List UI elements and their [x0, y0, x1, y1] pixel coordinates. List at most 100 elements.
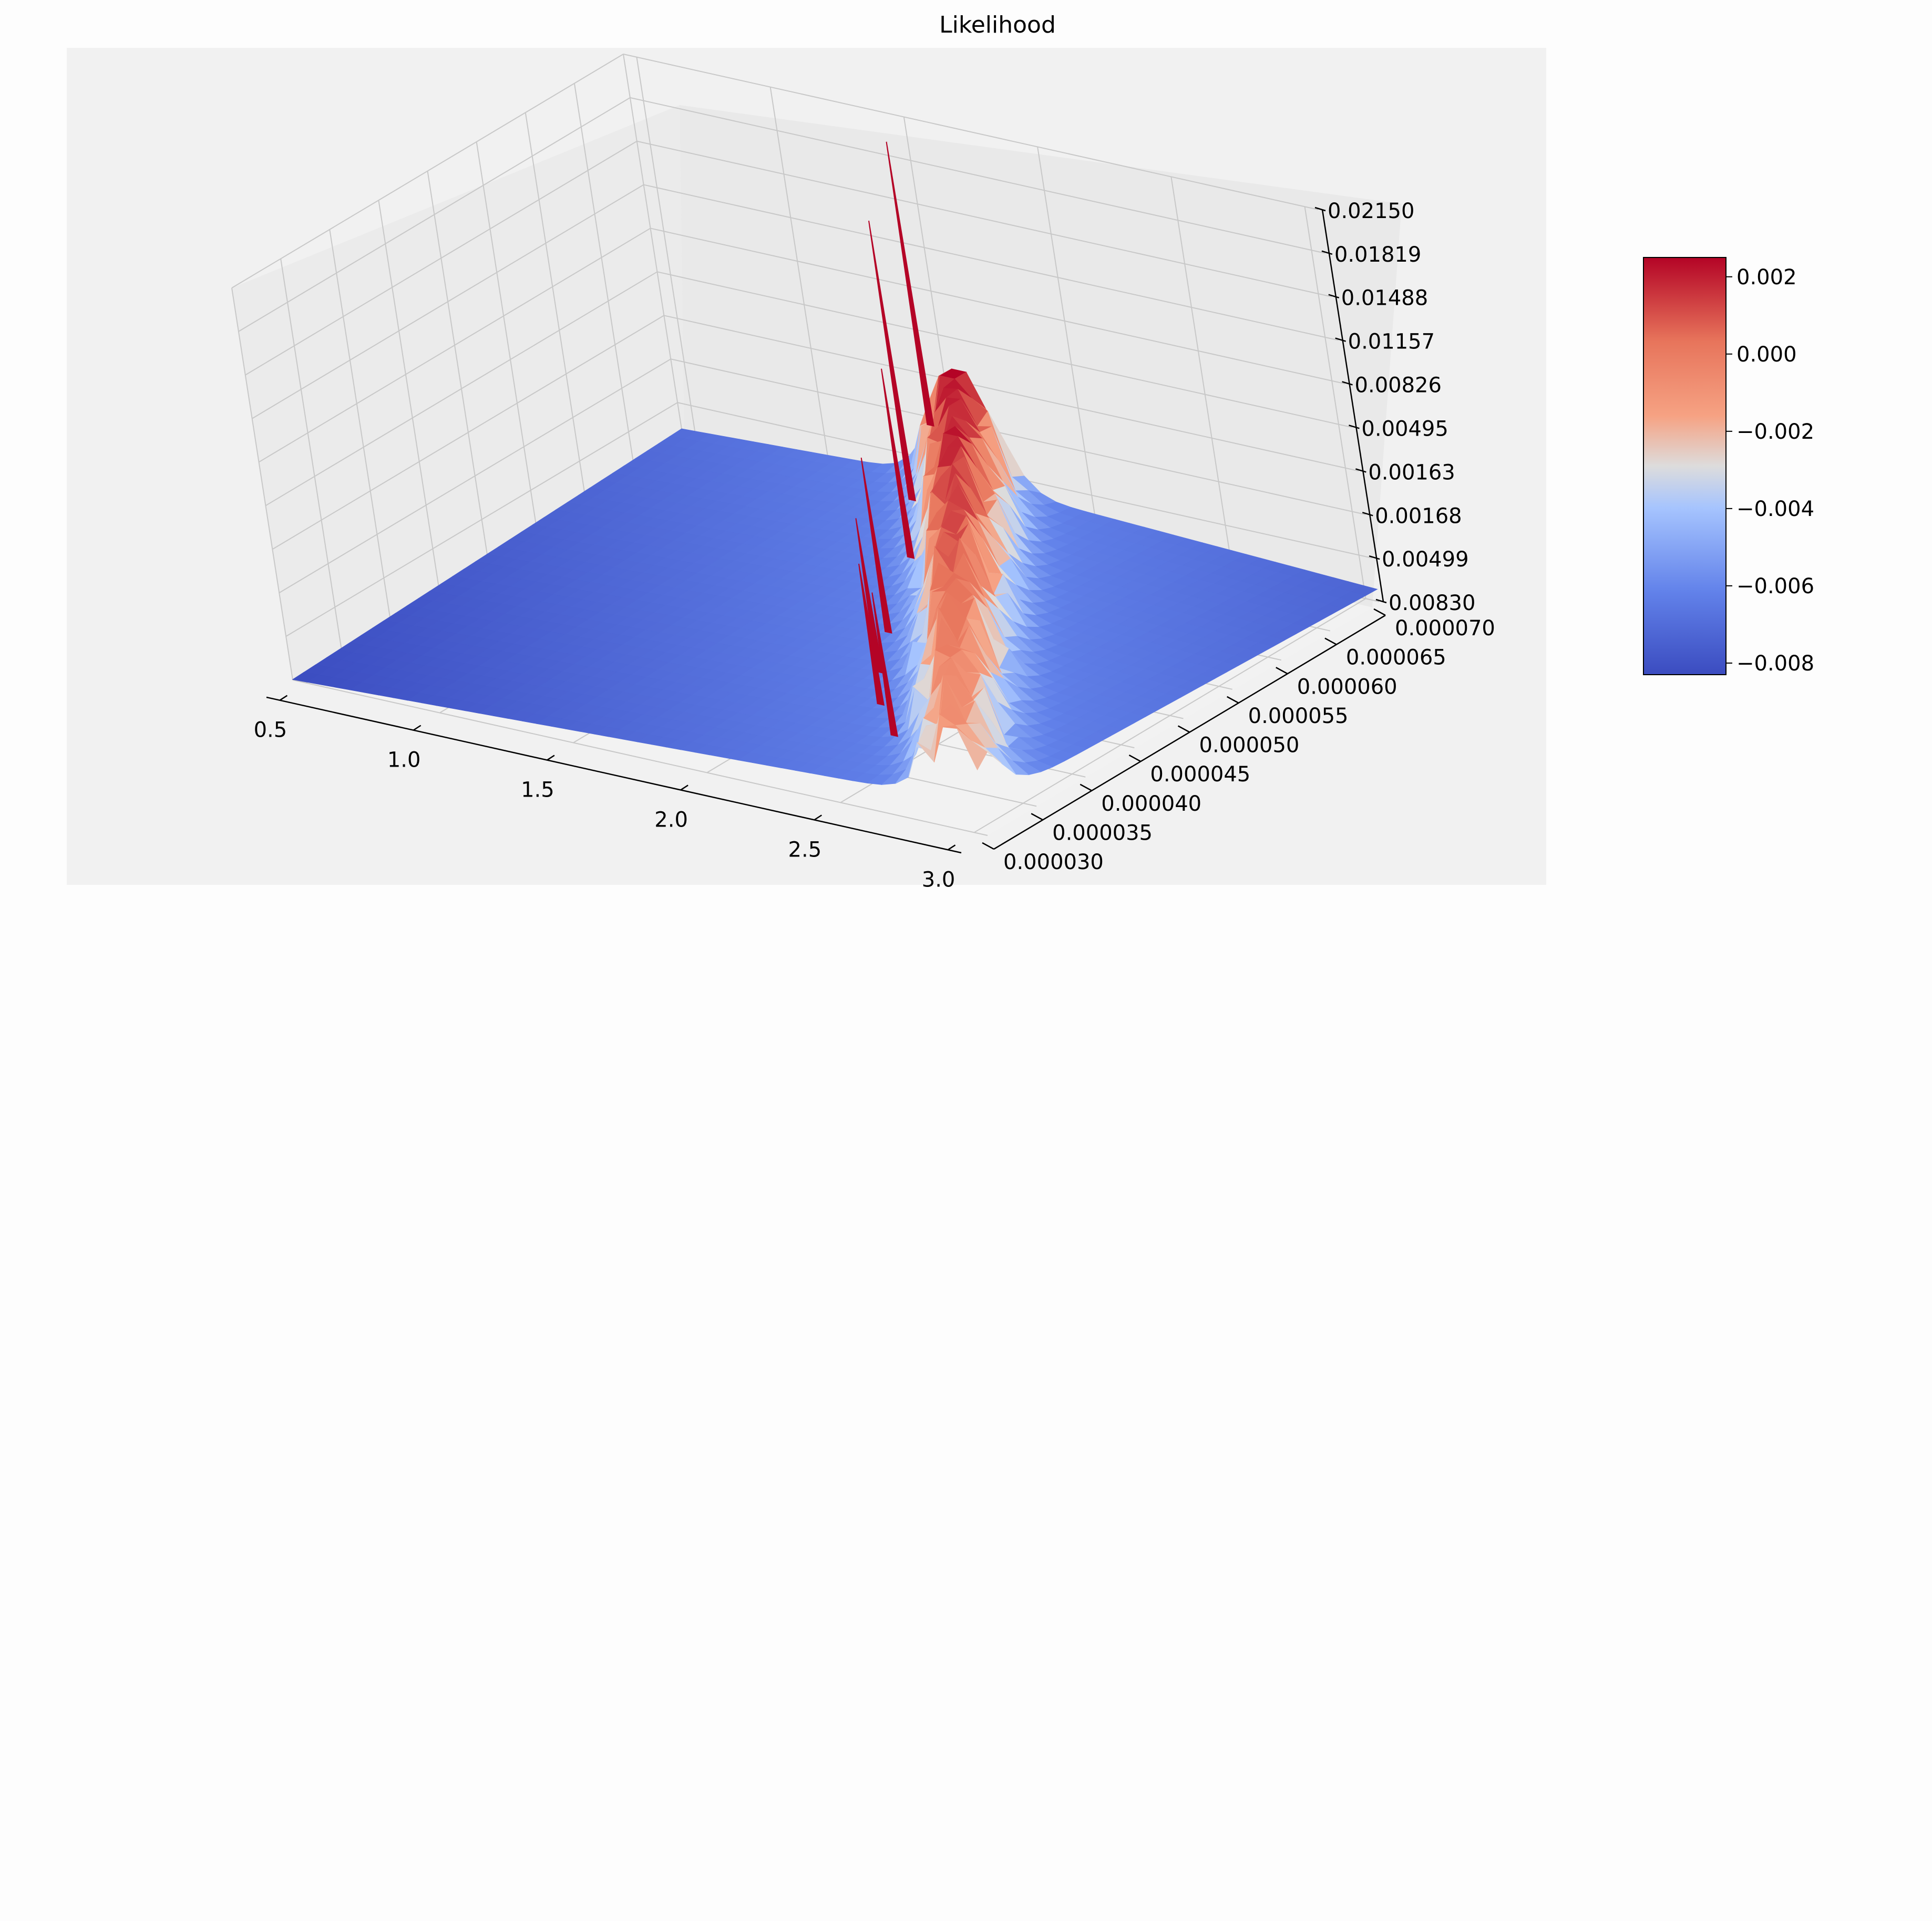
y-axis-tick — [1080, 783, 1092, 791]
grid-line-y-wall — [476, 141, 538, 534]
y-axis-tick — [1276, 667, 1288, 675]
grid-line-z-back — [630, 97, 1325, 254]
grid-line-z-left — [245, 140, 638, 376]
grid-line-y-floor — [292, 679, 988, 836]
y-tick-label: 0.000065 — [1346, 646, 1446, 670]
y-axis-tick — [1177, 725, 1190, 733]
grid-line-z-back — [671, 358, 1366, 515]
x-tick-label: 2.0 — [654, 808, 688, 832]
z-axis-tick — [1328, 294, 1340, 298]
chart-title: Likelihood — [939, 12, 1056, 38]
y-axis-tick — [1373, 608, 1386, 616]
grid-line-y-wall — [378, 200, 440, 593]
grid-line-y-wall — [573, 83, 636, 476]
grid-line-z-back — [657, 271, 1352, 428]
grid-line-y-wall — [427, 171, 489, 563]
grid-line-z-back — [664, 315, 1359, 472]
grid-line-y-wall — [623, 54, 685, 447]
z-axis-tick — [1362, 512, 1373, 517]
x-axis-line — [266, 696, 962, 854]
y-axis-tick — [982, 842, 994, 850]
surface-patch — [957, 728, 988, 771]
x-axis-tick — [814, 814, 823, 821]
z-tick-label: 0.02150 — [1328, 199, 1414, 223]
z-tick-label: 0.00495 — [1361, 417, 1448, 441]
y-tick-label: 0.000070 — [1395, 616, 1495, 641]
grid-line-z-back — [643, 184, 1339, 341]
left-pane — [232, 105, 684, 680]
grid-line-z-back — [623, 54, 1319, 210]
grid-line-y-wall — [231, 287, 293, 680]
x-axis-tick — [680, 784, 688, 791]
y-tick-label: 0.000050 — [1199, 734, 1300, 758]
colorbar-gradient — [1643, 257, 1727, 675]
z-axis-tick — [1321, 250, 1333, 255]
grid-line-y-wall — [280, 259, 343, 651]
z-tick-label: 0.00826 — [1355, 373, 1442, 397]
colorbar-ticks: 0.002 0.000 −0.002 −0.004 −0.006 −0.008 — [1726, 265, 1814, 676]
y-axis-tick — [1128, 755, 1141, 762]
y-tick-label: 0.000060 — [1297, 675, 1397, 699]
z-tick-label: 0.00168 — [1375, 504, 1462, 528]
z-axis-line — [1321, 209, 1384, 602]
z-axis-tick — [1342, 381, 1353, 386]
grid-line-y-wall — [329, 229, 392, 622]
y-tick-label: 0.000030 — [1003, 850, 1104, 874]
surface-spike — [868, 220, 916, 502]
z-axis-tick — [1349, 425, 1360, 429]
grid-line-z-left — [265, 271, 657, 507]
colorbar-tick-label: −0.008 — [1736, 652, 1814, 676]
surface-spike — [860, 457, 892, 634]
colorbar-tick-label: −0.002 — [1736, 420, 1814, 444]
z-tick-label: 0.01157 — [1348, 330, 1435, 354]
y-tick-label: 0.000055 — [1248, 704, 1349, 728]
x-axis-tick — [279, 695, 288, 701]
x-tick-label: 1.0 — [387, 748, 421, 772]
y-tick-label: 0.000040 — [1101, 792, 1201, 816]
grid-line-x-wall — [1170, 177, 1233, 569]
z-axis-tick — [1375, 598, 1387, 604]
colorbar-tick-label: −0.004 — [1736, 497, 1814, 521]
x-axis-tick — [547, 755, 555, 761]
x-tick-label: 1.5 — [521, 778, 554, 802]
x-axis-tick — [947, 844, 956, 851]
z-axis-tick — [1355, 468, 1366, 473]
z-tick-label: 0.00830 — [1389, 591, 1475, 615]
y-axis-tick — [1324, 637, 1337, 645]
grid-line-z-left — [285, 402, 678, 637]
z-axis-tick — [1335, 337, 1347, 342]
y-tick-label: 0.000035 — [1052, 821, 1153, 845]
grid-line-y-wall — [525, 112, 587, 505]
surface-spikes — [855, 141, 934, 737]
grid-line-x-wall — [1037, 147, 1099, 539]
x-tick-label: 3.0 — [922, 867, 955, 892]
z-tick-label: 0.01488 — [1341, 286, 1428, 311]
grid-line-z-left — [238, 97, 631, 332]
grid-line-x-wall — [1304, 206, 1366, 599]
surface-spike — [886, 141, 934, 427]
x-axis-tick — [413, 725, 422, 731]
z-axis-tick — [1314, 206, 1326, 212]
x-tick-label: 2.5 — [788, 838, 822, 862]
surface-spike — [881, 368, 915, 559]
y-tick-label: 0.000045 — [1150, 762, 1250, 787]
grid-line-z-left — [272, 315, 664, 550]
grid-line-z-left — [231, 54, 624, 288]
x-tick-label: 0.5 — [254, 718, 287, 742]
z-tick-label: 0.00163 — [1368, 460, 1455, 484]
grid-line-z-left — [252, 184, 644, 419]
colorbar-tick-label: −0.006 — [1736, 574, 1814, 598]
grid-line-x-wall — [769, 87, 832, 479]
grid-line-z-left — [279, 358, 671, 594]
z-axis-tick — [1369, 555, 1380, 560]
axes: 0.5 1.0 1.5 2.0 2.5 3.0 0.000030 0.000035 0.0000… — [254, 199, 1495, 892]
colorbar: 0.002 0.000 −0.002 −0.004 −0.006 −0.008 — [1643, 257, 1814, 676]
grid-line-z-back — [650, 228, 1345, 385]
grid-line-z-left — [259, 228, 651, 463]
colorbar-tick-label: 0.000 — [1736, 343, 1797, 367]
surface-spike — [855, 518, 884, 674]
z-tick-label: 0.01819 — [1334, 243, 1421, 267]
y-axis-tick — [1031, 813, 1043, 821]
z-tick-label: 0.00499 — [1382, 548, 1468, 572]
